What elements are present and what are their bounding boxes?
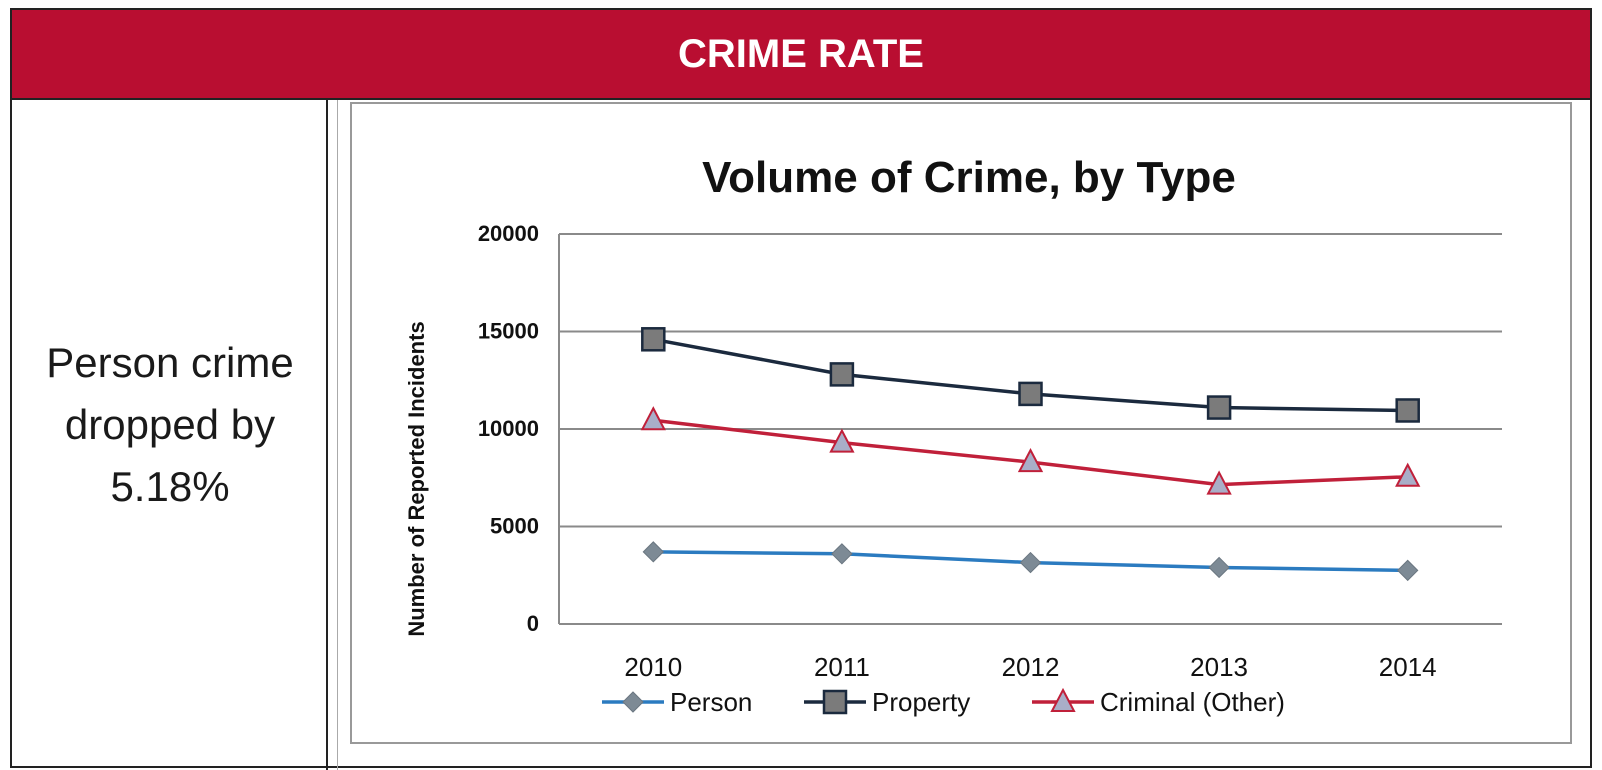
cell-divider	[337, 100, 338, 770]
data-point	[1395, 462, 1421, 487]
summary-cell: Person crime dropped by 5.18%	[12, 100, 338, 770]
line-chart: Volume of Crime, by Type 0 5000 10000 15000 2…	[404, 153, 1502, 717]
summary-note: Person crime dropped by 5.18%	[12, 332, 328, 518]
legend-label: Property	[872, 687, 970, 717]
legend-marker	[822, 689, 848, 715]
data-point	[829, 428, 855, 453]
summary-line-1: Person crime	[46, 339, 294, 386]
summary-line-2: dropped by	[64, 401, 276, 448]
x-tick-label: 2014	[1379, 652, 1437, 682]
y-tick-label: 15000	[478, 319, 539, 344]
data-point	[1206, 395, 1232, 420]
x-tick-label: 2013	[1190, 652, 1248, 682]
crime-rate-panel: CRIME RATE Person crime dropped by 5.18%…	[10, 8, 1592, 770]
y-tick-label: 20000	[478, 221, 539, 246]
data-point	[1208, 556, 1230, 579]
data-point	[641, 327, 666, 352]
y-tick-label: 0	[527, 611, 539, 636]
data-point	[1206, 470, 1232, 495]
chart-title: Volume of Crime, by Type	[702, 153, 1236, 202]
y-axis-label: Number of Reported Incidents	[404, 321, 429, 636]
x-tick-label: 2012	[1002, 652, 1060, 682]
legend-marker	[622, 691, 644, 713]
data-point	[1017, 447, 1044, 473]
data-point	[1018, 381, 1043, 407]
legend-marker	[1050, 687, 1076, 712]
summary-line-3: 5.18%	[110, 463, 230, 510]
data-point	[1019, 551, 1042, 574]
data-point	[1395, 398, 1420, 423]
y-tick-label: 5000	[490, 514, 539, 539]
y-tick-label: 10000	[478, 416, 539, 441]
data-point	[829, 362, 855, 387]
x-tick-label: 2010	[624, 652, 682, 682]
chart-container: Volume of Crime, by Type 0 5000 10000 15000 2…	[350, 102, 1572, 744]
data-point	[642, 541, 665, 563]
legend-label: Criminal (Other)	[1100, 687, 1285, 717]
data-point	[640, 406, 666, 431]
data-point	[1396, 559, 1419, 582]
x-tick-label: 2011	[814, 652, 870, 682]
panel-header: CRIME RATE	[12, 10, 1590, 100]
panel-title: CRIME RATE	[678, 31, 924, 76]
data-point	[831, 543, 853, 565]
legend-label: Person	[670, 687, 752, 717]
